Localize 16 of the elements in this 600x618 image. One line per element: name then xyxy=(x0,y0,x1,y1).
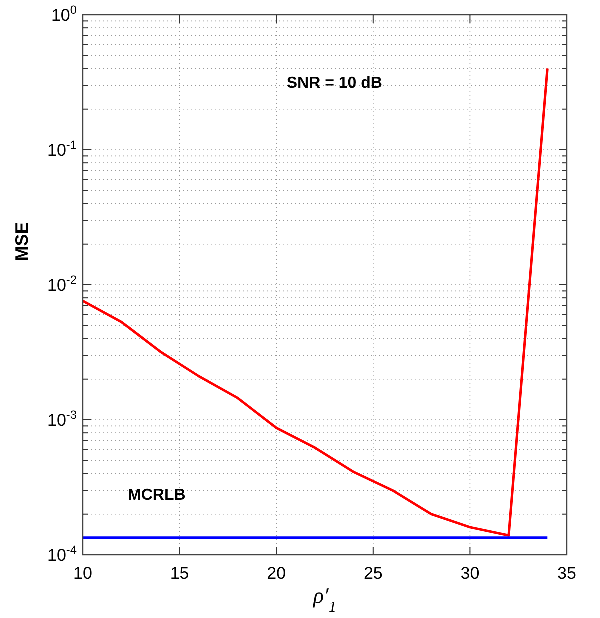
x-tick-label: 35 xyxy=(558,564,576,583)
y-tick-label: 10$^{-4}$ xyxy=(48,542,78,565)
y-tick-label: 10$^{-2}$ xyxy=(48,272,78,295)
x-tick-label: 20 xyxy=(267,564,286,583)
text: MCRLB xyxy=(128,486,186,504)
y-tick-label: 10$^{-1}$ xyxy=(48,138,78,160)
x-tick-label: 25 xyxy=(364,564,383,583)
annotation: SNR = 10 dB xyxy=(286,74,382,92)
y-tick-label: 10$^{0}$ xyxy=(51,2,78,25)
x-tick-label: 15 xyxy=(170,564,190,583)
line-series xyxy=(83,67,549,537)
y-axis-title: MSE xyxy=(12,222,32,262)
x-axis-title: ρ′$_{1}$ xyxy=(312,583,337,616)
y-tick-label: 10$^{-3}$ xyxy=(48,408,78,430)
x-tick-label: 10 xyxy=(74,564,92,583)
x-tick-label: 30 xyxy=(460,564,480,583)
